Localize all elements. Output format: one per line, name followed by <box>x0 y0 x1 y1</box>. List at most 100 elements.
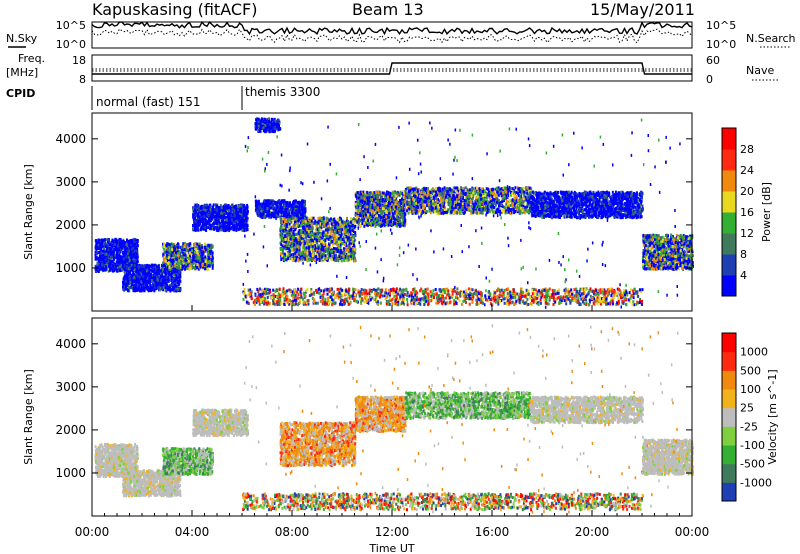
echo-cell <box>133 252 135 256</box>
echo-cell <box>322 240 325 244</box>
echo-cell <box>168 248 171 252</box>
echo-cell <box>187 263 190 267</box>
echo-cell <box>203 206 206 210</box>
echo-cell <box>177 252 180 256</box>
echo-cell <box>186 267 189 270</box>
echo-cell <box>299 221 302 225</box>
echo-cell <box>176 287 179 291</box>
echo-cell <box>345 219 348 223</box>
echo-cell <box>136 260 139 264</box>
echo-cell <box>243 227 246 231</box>
echo-cell <box>296 253 299 256</box>
echo-cell <box>289 203 292 207</box>
echo-cell <box>171 286 174 290</box>
echo-cell <box>156 268 159 272</box>
echo-cell <box>328 243 331 247</box>
echo-cell <box>205 264 208 268</box>
echo-cell <box>220 228 223 232</box>
echo-cell <box>352 221 355 225</box>
echo-cell <box>172 267 175 271</box>
echo-cell <box>211 245 214 249</box>
echo-cell <box>280 232 282 236</box>
echo-cell <box>316 241 318 245</box>
echo-cell <box>217 216 220 220</box>
echo-cell <box>318 255 321 259</box>
echo-cell <box>311 244 314 248</box>
echo-cell <box>296 213 299 217</box>
echo-cell <box>344 238 347 242</box>
echo-cell <box>103 238 106 242</box>
echo-cell <box>174 276 177 280</box>
echo-cell <box>265 129 268 132</box>
echo-cell <box>137 288 140 292</box>
echo-cell <box>294 207 297 211</box>
echo-cell <box>171 256 174 260</box>
echo-cell <box>171 283 174 287</box>
echo-cell <box>283 202 286 206</box>
echo-cell <box>94 257 97 261</box>
echo-cell <box>115 255 118 259</box>
echo-cell <box>298 233 301 237</box>
echo-cell <box>212 203 215 207</box>
echo-cell <box>315 249 318 253</box>
echo-cell <box>324 228 327 232</box>
echo-cell <box>119 245 122 249</box>
echo-cell <box>329 254 332 257</box>
echo-cell <box>136 255 139 259</box>
echo-cell <box>122 244 125 248</box>
echo-cell <box>336 225 339 229</box>
echo-cell <box>301 213 304 217</box>
echo-cell <box>128 260 131 264</box>
echo-cell <box>95 255 98 259</box>
echo-cell <box>169 289 172 293</box>
echo-cell <box>139 287 142 291</box>
echo-cell <box>114 245 117 249</box>
echo-cell <box>126 238 128 242</box>
echo-cell <box>222 209 224 213</box>
echo-cell <box>211 254 214 258</box>
echo-cell <box>103 252 106 256</box>
echo-cell <box>314 232 317 236</box>
echo-cell <box>114 265 117 269</box>
echo-cell <box>317 250 320 254</box>
echo-cell <box>275 122 278 126</box>
echo-cell <box>347 229 350 233</box>
echo-cell <box>277 128 280 132</box>
echo-cell <box>279 252 282 256</box>
echo-cell <box>318 259 321 262</box>
echo-cell <box>285 224 288 228</box>
echo-cell <box>289 217 292 221</box>
echo-cell <box>131 274 134 278</box>
echo-cell <box>302 250 305 254</box>
echo-cell <box>184 265 187 269</box>
echo-cell <box>301 225 304 229</box>
echo-cell <box>306 216 309 220</box>
echo-cell <box>286 228 289 231</box>
echo-cell <box>261 213 264 216</box>
echo-cell <box>141 264 144 268</box>
nsky-right-tick-bottom: 10^0 <box>706 38 736 51</box>
echo-cell <box>339 245 342 249</box>
echo-cell <box>339 230 342 234</box>
echo-cell <box>297 202 300 206</box>
echo-cell <box>207 226 210 230</box>
echo-cell <box>207 208 210 212</box>
echo-cell <box>338 216 341 220</box>
echo-cell <box>132 289 135 293</box>
echo-cell <box>211 205 214 209</box>
echo-cell <box>232 209 235 213</box>
echo-cell <box>234 216 237 220</box>
echo-cell <box>199 248 202 252</box>
echo-cell <box>312 222 315 225</box>
echo-cell <box>159 276 162 280</box>
echo-cell <box>326 252 329 256</box>
echo-cell <box>199 257 202 261</box>
echo-cell <box>260 121 263 125</box>
echo-cell <box>143 283 146 287</box>
echo-cell <box>303 225 306 229</box>
echo-cell <box>316 255 319 258</box>
echo-cell <box>233 224 236 227</box>
echo-cell <box>165 244 168 248</box>
echo-cell <box>277 204 280 208</box>
echo-cell <box>227 226 230 230</box>
